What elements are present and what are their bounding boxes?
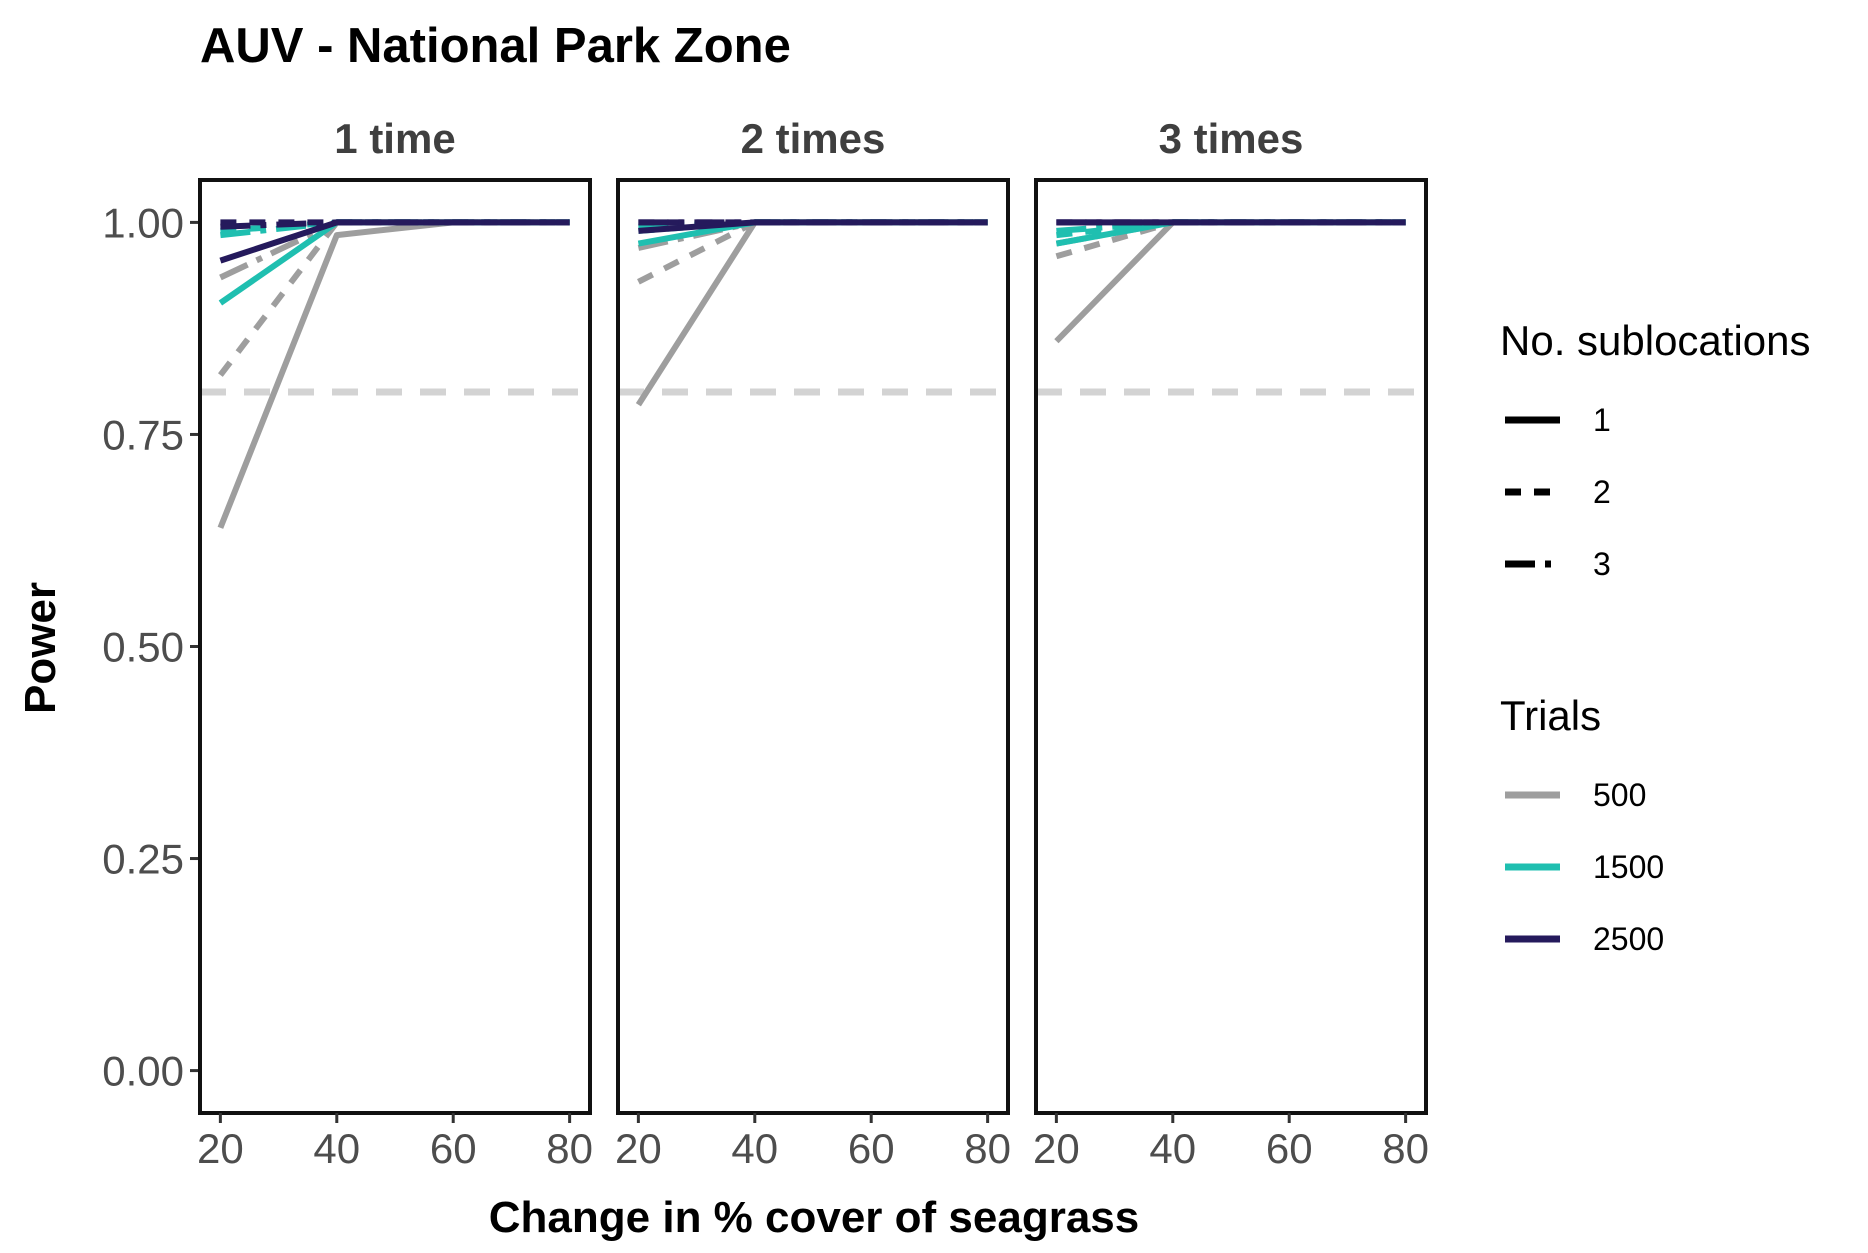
x-tick-label: 40: [313, 1125, 360, 1172]
chart-title: AUV - National Park Zone: [200, 19, 791, 73]
x-tick-label: 20: [615, 1125, 662, 1172]
panel-strip-label: 3 times: [1159, 115, 1304, 162]
panel-2: 2 times 20 40 60 80: [615, 115, 1011, 1172]
y-tick-label: 0.75: [102, 411, 184, 458]
x-tick-label: 40: [1149, 1125, 1196, 1172]
legend-linetype-label: 3: [1593, 546, 1611, 582]
series-line-trials-2500-subloc-3: [220, 219, 570, 230]
x-tick-label: 60: [430, 1125, 477, 1172]
legend-linetype-label: 1: [1593, 402, 1611, 438]
series-line-trials-500-subloc-1: [635, 219, 988, 407]
x-tick-label: 20: [1033, 1125, 1080, 1172]
series-line-trials-500-subloc-2: [218, 219, 570, 377]
legend-color-label: 2500: [1593, 921, 1664, 957]
x-tick-label: 80: [964, 1125, 1011, 1172]
legend-linetype-label: 2: [1593, 474, 1611, 510]
legend-color-label: 500: [1593, 777, 1646, 813]
panel-strip-label: 1 time: [334, 115, 455, 162]
legend-linetype-title: No. sublocations: [1500, 317, 1811, 364]
x-tick-label: 60: [1266, 1125, 1313, 1172]
x-tick-label: 80: [1382, 1125, 1429, 1172]
panel-3: 3 times 20 40 60 80: [1033, 115, 1429, 1172]
x-tick-label: 60: [848, 1125, 895, 1172]
panel-border: [198, 178, 592, 1115]
x-tick-label: 80: [546, 1125, 593, 1172]
y-tick-label: 0.50: [102, 624, 184, 671]
y-tick-label: 0.00: [102, 1048, 184, 1095]
panel-strip-label: 2 times: [741, 115, 886, 162]
series-line-trials-1500-subloc-1: [1055, 219, 1406, 247]
panel-border: [1034, 178, 1428, 1115]
panel-border: [616, 178, 1010, 1115]
legend: No. sublocations Trials 1 2 3 500 1500 2500: [1500, 317, 1811, 957]
y-axis-title: Power: [16, 582, 65, 714]
legend-color-title: Trials: [1500, 692, 1601, 739]
series-line-trials-500-subloc-1: [1054, 219, 1406, 344]
panel-1: 1 time 20 40 60 80: [197, 115, 593, 1172]
x-tick-label: 20: [197, 1125, 244, 1172]
series-line-trials-500-subloc-2: [1055, 219, 1406, 260]
x-tick-label: 40: [731, 1125, 778, 1172]
series-line-trials-1500-subloc-1: [218, 219, 570, 306]
legend-color-label: 1500: [1593, 849, 1664, 885]
y-tick-label: 1.00: [102, 199, 184, 246]
x-axis-title: Change in % cover of seagrass: [489, 1193, 1139, 1242]
y-tick-label: 0.25: [102, 836, 184, 883]
